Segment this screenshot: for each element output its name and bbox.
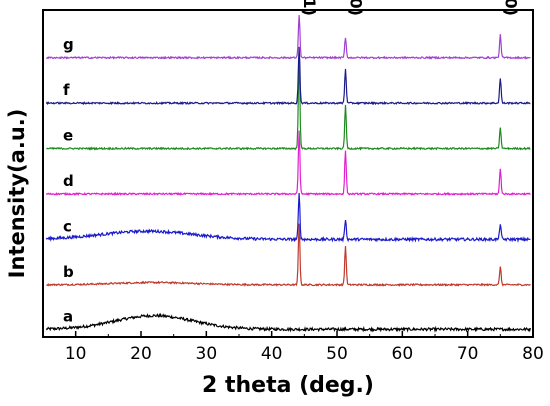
peak-annotation-0: (111) bbox=[300, 0, 319, 16]
series-label-a: a bbox=[63, 307, 73, 325]
series-label-b: b bbox=[63, 263, 74, 281]
x-tick-label-30: 30 bbox=[196, 344, 218, 364]
series-layer bbox=[45, 14, 531, 333]
series-label-g: g bbox=[63, 36, 74, 54]
x-tick-label-70: 70 bbox=[457, 344, 479, 364]
peak-annotation-1: (200) bbox=[346, 0, 365, 16]
series-label-f: f bbox=[63, 81, 70, 99]
series-label-c: c bbox=[63, 217, 72, 235]
series-label-layer: a b c d e f g bbox=[63, 36, 74, 326]
x-tick-label-60: 60 bbox=[392, 344, 414, 364]
series-line-e bbox=[46, 58, 531, 151]
series-line-d bbox=[45, 130, 531, 197]
y-axis-label: Intensity(a.u.) bbox=[5, 109, 29, 279]
x-tick-layer: 10 20 30 40 50 60 70 80 bbox=[65, 331, 544, 364]
series-line-g bbox=[45, 14, 531, 60]
series-label-e: e bbox=[63, 127, 73, 145]
series-line-a bbox=[45, 312, 531, 333]
x-tick-label-40: 40 bbox=[261, 344, 283, 364]
x-tick-label-50: 50 bbox=[326, 344, 348, 364]
x-tick-label-80: 80 bbox=[522, 344, 544, 364]
plot-frame bbox=[42, 9, 534, 338]
x-tick-label-20: 20 bbox=[130, 344, 152, 364]
x-tick-label-10: 10 bbox=[65, 344, 87, 364]
series-label-d: d bbox=[63, 172, 74, 190]
peak-annotation-layer: (111) (200) (220) bbox=[300, 0, 520, 16]
series-line-b bbox=[46, 223, 531, 287]
peak-annotation-2: (220) bbox=[501, 0, 520, 16]
series-line-f bbox=[45, 46, 531, 106]
series-line-c bbox=[45, 192, 531, 243]
x-axis-label: 2 theta (deg.) bbox=[202, 373, 374, 398]
